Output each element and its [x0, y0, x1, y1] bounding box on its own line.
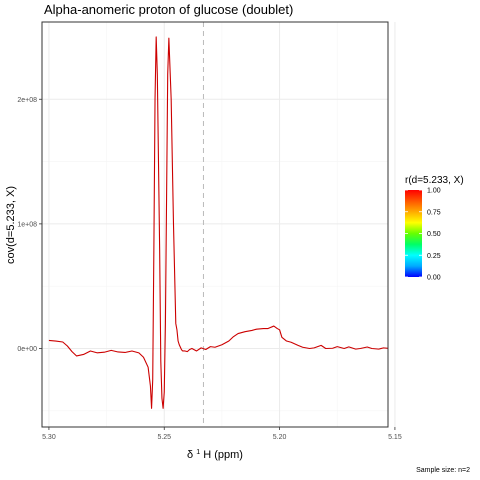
y-tick-label: 0e+00 [17, 346, 37, 353]
legend-title: r(d=5.233, X) [405, 175, 464, 186]
legend-ticks: 0.00 0.25 0.50 0.75 1.00 [405, 188, 441, 282]
grid [42, 22, 396, 427]
legend-colorbar [405, 190, 422, 277]
x-axis-ticks: 5.30 5.25 5.20 5.15 [42, 427, 402, 441]
caption: Sample size: n=2 [416, 467, 470, 474]
panel-border [41, 21, 389, 428]
y-tick-label: 2e+08 [17, 97, 37, 104]
x-tick-label: 5.20 [273, 434, 287, 441]
legend-tick-label: 1.00 [427, 188, 441, 195]
x-axis-title-sup: 1 [196, 449, 200, 456]
x-tick-label: 5.30 [42, 434, 56, 441]
x-tick-label: 5.25 [157, 434, 171, 441]
x-axis-title-rest: H (ppm) [203, 449, 243, 461]
y-tick-label: 1e+08 [17, 221, 37, 228]
chart-title: Alpha-anomeric proton of glucose (double… [44, 2, 293, 17]
y-axis-title: cov(d=5.233, X) [5, 186, 17, 264]
series-layer [48, 36, 388, 409]
x-tick-label: 5.15 [388, 434, 402, 441]
x-axis-title: δ 1 H (ppm) [187, 445, 243, 461]
y-axis-ticks: 0e+00 1e+08 2e+08 [17, 97, 42, 353]
legend-tick-label: 0.50 [427, 231, 441, 238]
series-line-0 [48, 36, 388, 409]
legend-tick-label: 0.00 [427, 275, 441, 282]
x-axis-title-main: δ [187, 449, 193, 461]
legend: r(d=5.233, X) 0.00 0.25 0.50 0.75 1.00 [405, 175, 464, 282]
legend-tick-label: 0.25 [427, 253, 441, 260]
legend-tick-label: 0.75 [427, 209, 441, 216]
